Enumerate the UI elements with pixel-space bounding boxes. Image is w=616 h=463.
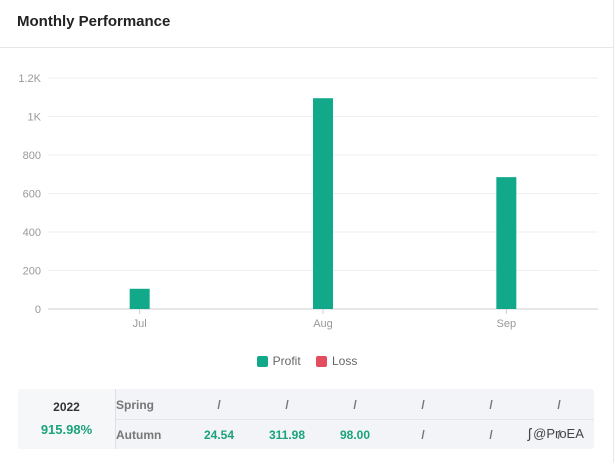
table-cell: / [421, 428, 425, 442]
year-label: 2022 [53, 400, 80, 414]
y-tick-label: 1.2K [18, 73, 41, 85]
table-cell: / [353, 398, 357, 412]
legend-swatch-loss [316, 355, 327, 367]
x-tick-label: Sep [497, 318, 517, 330]
card-title: Monthly Performance [17, 13, 171, 30]
performance-table: 2022 915.98% Spring / / / / / / Autumn 2… [18, 389, 594, 449]
table-row-spring: Spring / / / / / / [116, 389, 594, 420]
table-cell: / [557, 398, 561, 412]
watermark-text: @ProEA [533, 425, 584, 441]
card-header: Monthly Performance [0, 0, 614, 48]
row-label: Autumn [116, 428, 162, 442]
zhihu-logo-icon: ʃ [528, 425, 532, 441]
table-cell: / [557, 428, 561, 442]
table-cell: / [217, 398, 221, 412]
year-total-return: 915.98% [40, 422, 93, 437]
table-cell: 24.54 [203, 428, 235, 442]
y-tick-label: 0 [35, 304, 41, 316]
legend-swatch-profit [256, 355, 268, 367]
watermark: ʃ @ProEA [528, 425, 584, 441]
table-cell: 311.98 [268, 428, 306, 442]
table-row-autumn: Autumn 24.54 311.98 98.00 / / / [116, 419, 594, 449]
legend-item-loss[interactable]: Loss [316, 354, 357, 368]
y-tick-label: 200 [23, 266, 41, 278]
y-tick-label: 1K [28, 112, 42, 124]
table-cell: / [489, 398, 493, 412]
bar-profit-jul[interactable] [129, 288, 150, 309]
table-cell: 98.00 [339, 428, 371, 442]
table-cell: / [489, 428, 493, 442]
table-cell: / [421, 398, 425, 412]
y-tick-label: 400 [23, 227, 41, 239]
y-tick-label: 600 [23, 189, 41, 201]
legend-label-profit: Profit [272, 354, 301, 368]
bar-profit-sep[interactable] [496, 177, 517, 309]
chart-legend: Profit Loss [0, 354, 614, 370]
table-cell: / [285, 398, 289, 412]
bar-profit-aug[interactable] [313, 98, 333, 310]
x-tick-label: Aug [313, 318, 333, 330]
bar-chart: 0 200 400 600 800 1K 1.2K Jul Aug Sep [18, 73, 598, 330]
legend-label-loss: Loss [332, 354, 358, 368]
x-tick-label: Jul [133, 318, 147, 330]
legend-item-profit[interactable]: Profit [256, 354, 301, 368]
year-summary: 2022 915.98% [18, 389, 116, 449]
row-label: Spring [116, 398, 154, 412]
y-tick-label: 800 [23, 150, 41, 162]
